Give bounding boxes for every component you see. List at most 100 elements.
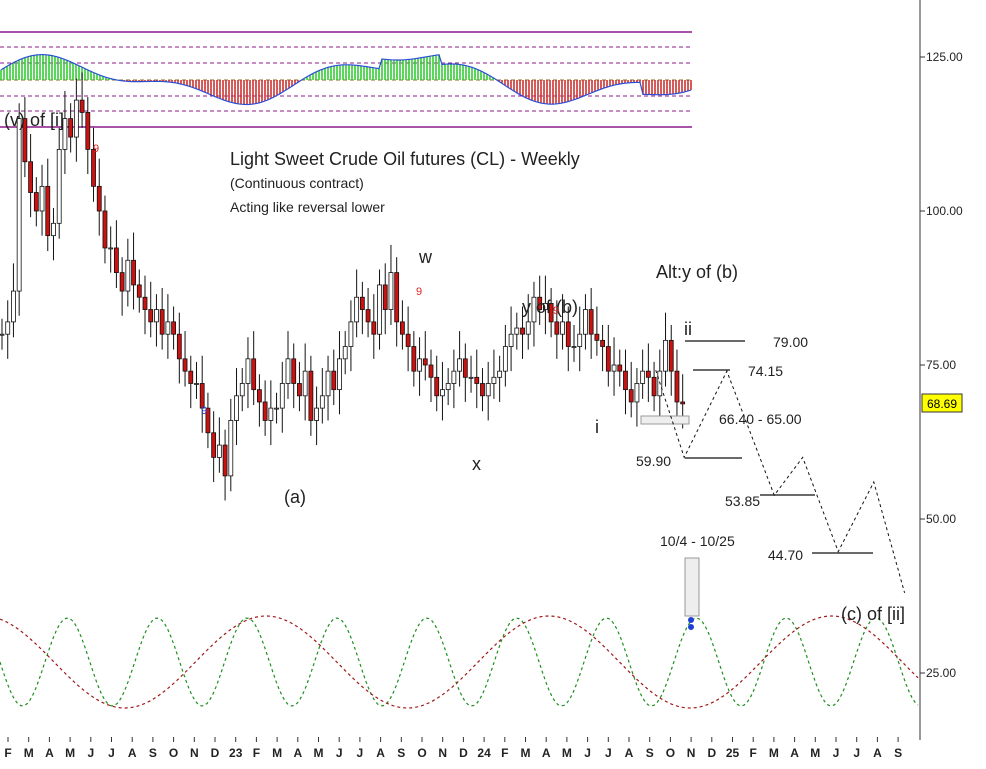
- x-tick-label: J: [357, 746, 364, 760]
- candle-down: [382, 284, 388, 310]
- candle-up: [62, 118, 68, 150]
- candle-up: [577, 333, 583, 347]
- candle-down: [136, 284, 142, 298]
- candle-down: [131, 259, 136, 286]
- candle-down: [222, 444, 228, 477]
- candle-down: [205, 407, 211, 434]
- y-axis-ticks: [920, 56, 925, 674]
- x-tick-label: O: [417, 746, 426, 760]
- candle-up: [165, 321, 171, 335]
- level-label: 74.15: [748, 363, 783, 379]
- candle-up: [485, 383, 491, 397]
- cycle-long: [0, 615, 919, 709]
- candle-down: [308, 370, 314, 421]
- candle-up: [245, 358, 251, 384]
- candle-up: [531, 296, 537, 323]
- cycle-short: [0, 617, 919, 707]
- candle-up: [154, 309, 159, 323]
- level-label: 66.40 - 65.00: [719, 411, 802, 427]
- x-tick-label: S: [894, 746, 902, 760]
- candle-down: [520, 327, 525, 335]
- x-tick-label: J: [853, 746, 860, 760]
- candle-up: [274, 407, 279, 410]
- x-tick-label: M: [65, 746, 75, 760]
- x-tick-label: M: [272, 746, 282, 760]
- chart-note: Acting like reversal lower: [230, 199, 385, 215]
- candlestick-series: [0, 72, 686, 501]
- sequential-count: 9: [201, 405, 207, 417]
- x-tick-label: F: [750, 746, 757, 760]
- x-tick-label: 25: [726, 746, 740, 760]
- wave-label: (c) of [ii]: [841, 604, 905, 624]
- candle-down: [297, 383, 302, 397]
- candle-down: [600, 339, 605, 347]
- candle-down: [291, 358, 297, 384]
- candle-up: [319, 395, 325, 409]
- candle-down: [554, 321, 560, 335]
- candle-up: [440, 389, 445, 397]
- candle-down: [176, 333, 182, 360]
- level-label: 53.85: [725, 493, 760, 509]
- candle-down: [22, 118, 28, 163]
- candle-up: [342, 346, 348, 360]
- candle-down: [617, 364, 623, 372]
- candle-up: [314, 407, 320, 421]
- candle-down: [45, 185, 51, 237]
- candle-down: [399, 321, 405, 335]
- candle-up: [445, 383, 451, 391]
- x-tick-label: J: [87, 746, 94, 760]
- support-zone-box: [640, 415, 690, 425]
- x-tick-label: 24: [477, 746, 491, 760]
- candle-up: [16, 118, 22, 292]
- candle-up: [239, 383, 245, 397]
- candle-down: [411, 346, 417, 372]
- x-tick-label: O: [169, 746, 178, 760]
- candle-down: [422, 358, 428, 366]
- candle-up: [468, 376, 474, 379]
- candle-down: [645, 370, 651, 378]
- candle-up: [514, 327, 520, 335]
- x-tick-label: A: [542, 746, 551, 760]
- x-tick-label: A: [790, 746, 799, 760]
- candle-down: [188, 370, 194, 384]
- candle-up: [571, 346, 577, 348]
- x-tick-label: M: [769, 746, 779, 760]
- candle-down: [171, 321, 177, 335]
- candle-down: [148, 309, 154, 323]
- candle-down: [674, 370, 680, 403]
- candle-up: [285, 358, 291, 384]
- wave-label: w: [418, 247, 433, 267]
- candle-down: [102, 210, 108, 249]
- x-tick-label: J: [336, 746, 343, 760]
- candle-up: [525, 321, 531, 335]
- candle-down: [79, 99, 85, 113]
- x-tick-label: J: [584, 746, 591, 760]
- candle-up: [0, 333, 5, 336]
- candle-down: [371, 321, 377, 335]
- x-tick-label: N: [190, 746, 199, 760]
- wave-label: i: [595, 417, 599, 437]
- candle-up: [417, 358, 422, 372]
- x-tick-label: A: [293, 746, 302, 760]
- candle-up: [634, 383, 640, 403]
- x-tick-label: A: [45, 746, 54, 760]
- candle-down: [91, 148, 96, 187]
- level-label: 44.70: [768, 547, 803, 563]
- x-tick-label: N: [438, 746, 447, 760]
- candle-down: [262, 401, 268, 421]
- y-tick-label: 125.00: [926, 50, 963, 64]
- candle-down: [365, 309, 371, 323]
- candle-up: [502, 346, 508, 372]
- candle-up: [451, 370, 457, 384]
- candle-down: [565, 321, 571, 347]
- level-label: 79.00: [773, 334, 808, 350]
- candle-down: [605, 346, 611, 372]
- cycle-waves: [0, 557, 919, 709]
- candle-down: [33, 192, 39, 212]
- candle-down: [537, 296, 543, 310]
- candle-down: [680, 401, 686, 405]
- x-tick-label: S: [149, 746, 157, 760]
- x-tick-label: N: [687, 746, 696, 760]
- cycle-window-label: 10/4 - 10/25: [660, 533, 735, 549]
- candle-up: [302, 370, 308, 397]
